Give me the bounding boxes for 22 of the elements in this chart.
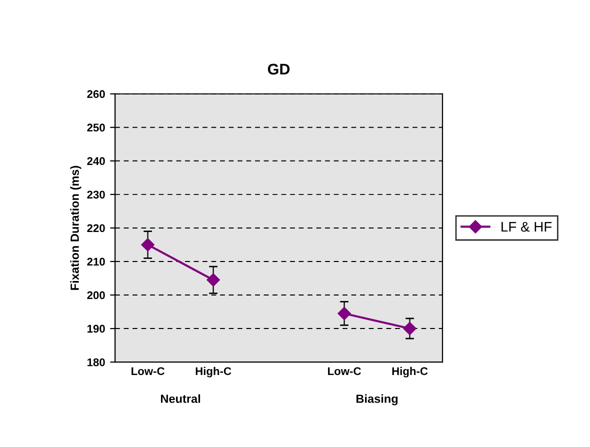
y-tick-label: 260 [87, 90, 105, 98]
y-tick-label: 220 [87, 224, 105, 232]
y-tick-label: 240 [87, 157, 105, 166]
y-axis-title: Fixation Duration (ms) [70, 166, 82, 290]
x-tick-label: High-C [392, 366, 428, 378]
x-tick-label: Low-C [328, 367, 361, 376]
point [141, 238, 154, 252]
point [338, 306, 351, 320]
text: Biasing [356, 394, 398, 406]
y-tick-label: 180 [87, 358, 105, 366]
y-tick-label: 210 [87, 258, 105, 266]
y-tick-label: 190 [87, 324, 105, 333]
y-tick-label: 230 [87, 190, 105, 199]
chart-title: GD [268, 64, 290, 75]
point [206, 273, 220, 287]
x-tick-label: High-C [196, 366, 232, 378]
y-tick-label: 200 [87, 291, 105, 300]
text: Neutral [160, 394, 200, 403]
legend-label: LF & HF [502, 222, 552, 232]
x-tick-label: Low-C [132, 367, 164, 376]
y-tick-label: 250 [87, 124, 105, 132]
point [403, 322, 416, 336]
